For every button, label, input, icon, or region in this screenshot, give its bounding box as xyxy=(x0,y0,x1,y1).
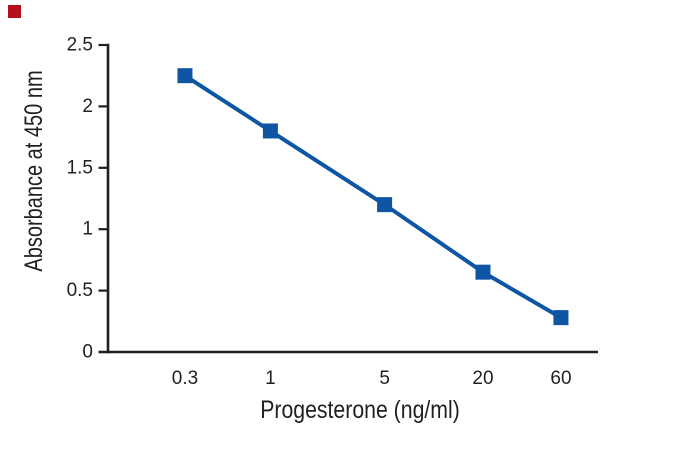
y-tick-label: 1 xyxy=(82,219,93,240)
x-axis-title: Progesterone (ng/ml) xyxy=(260,396,460,424)
y-axis-title: Absorbance at 450 nm xyxy=(20,70,48,272)
x-tick-label: 60 xyxy=(550,368,571,389)
x-tick-label: 0.3 xyxy=(172,368,198,389)
data-point-marker xyxy=(377,197,393,213)
data-point-marker xyxy=(475,264,491,280)
standard-curve-line xyxy=(182,73,563,320)
red-corner-marker xyxy=(8,5,21,18)
x-tick-label: 5 xyxy=(379,368,390,389)
y-tick-label: 2.5 xyxy=(67,35,93,56)
x-tick-label: 1 xyxy=(265,368,276,389)
data-point-marker xyxy=(262,123,278,139)
y-tick-label: 0.5 xyxy=(67,280,93,301)
y-tick-label: 1.5 xyxy=(67,157,93,178)
y-tick-label: 2 xyxy=(82,96,93,117)
y-tick-label: 0 xyxy=(82,342,93,363)
data-point-marker xyxy=(553,310,569,326)
data-point-marker xyxy=(177,68,193,84)
x-tick-label: 20 xyxy=(472,368,493,389)
